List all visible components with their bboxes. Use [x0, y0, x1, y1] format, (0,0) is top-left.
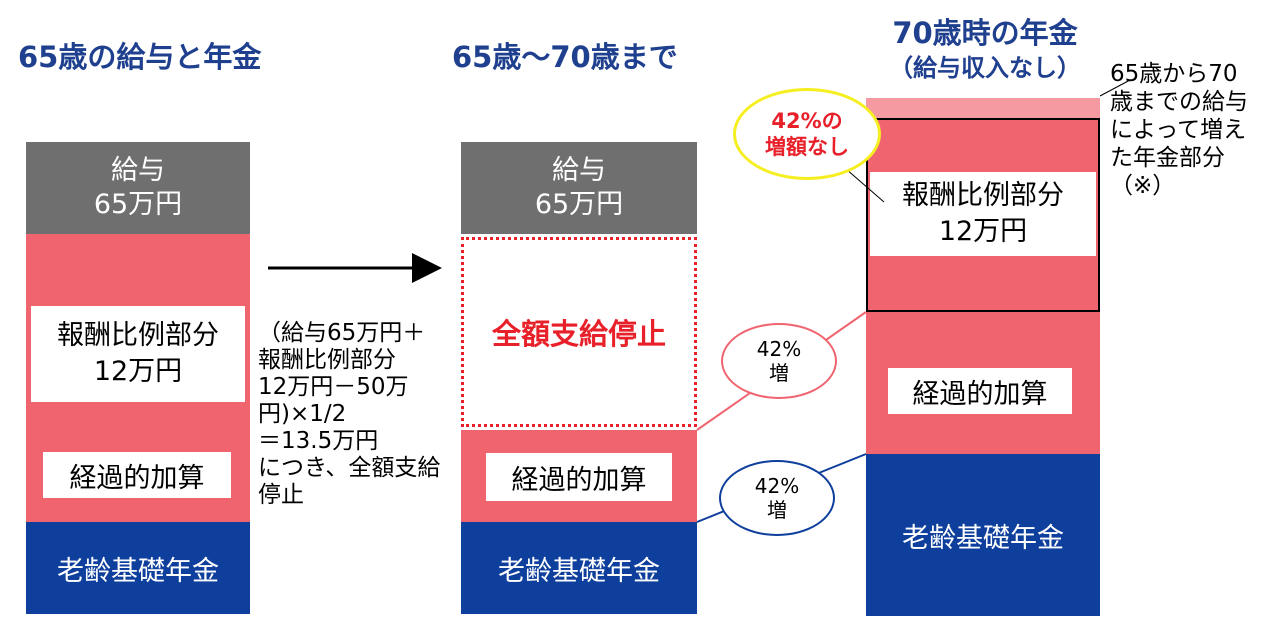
- col3-remuneration-box: 報酬比例部分 12万円: [870, 172, 1096, 256]
- col2-stopped-box: 全額支給停止: [461, 237, 697, 427]
- col1-transitional-box: 経過的加算: [43, 452, 231, 498]
- col1-remuneration-box: 報酬比例部分 12万円: [31, 306, 245, 402]
- bubble-increase-lower-pct: 42%: [754, 474, 800, 498]
- bubble-increase-upper-text: 増: [769, 361, 789, 385]
- bubble-increase-upper-pct: 42%: [756, 337, 802, 361]
- bubble-increase-lower-text: 増: [767, 498, 787, 522]
- col1-salary-amount: 65万円: [93, 189, 183, 220]
- col1-salary-block: 給与 65万円: [26, 142, 250, 234]
- bubble-increase-upper: 42% 増: [721, 323, 837, 399]
- side-note: 65歳から70 歳までの給与 によって増え た年金部分 （※）: [1110, 61, 1248, 199]
- col3-basic-pension: 老齢基礎年金: [866, 454, 1100, 616]
- col1-remuneration-label: 報酬比例部分: [57, 320, 219, 351]
- col1-basic-pension: 老齢基礎年金: [26, 522, 250, 614]
- callout-no-increase-text: 増額なし: [765, 135, 849, 159]
- callout-no-increase: 42%の 増額なし: [733, 88, 881, 180]
- col2-basic-pension: 老齢基礎年金: [461, 522, 697, 614]
- col1-remuneration-amount: 12万円: [93, 356, 183, 387]
- heading-col2: 65歳～70歳まで: [452, 40, 678, 74]
- callout-no-increase-pct: 42%の: [771, 109, 843, 133]
- col2-salary-amount: 65万円: [534, 189, 624, 220]
- col2-transitional-box: 経過的加算: [486, 453, 672, 501]
- col3-increase-band: [866, 98, 1100, 118]
- heading-col3: 70歳時の年金: [892, 16, 1078, 50]
- line-side-note: [1099, 79, 1131, 97]
- col2-salary-block: 給与 65万円: [461, 142, 697, 234]
- heading-col1: 65歳の給与と年金: [18, 40, 262, 74]
- col2-salary-label: 給与: [552, 155, 606, 186]
- col3-transitional-box: 経過的加算: [888, 368, 1072, 414]
- col1-salary-label: 給与: [111, 155, 165, 186]
- heading-col3-sub: （給与収入なし）: [889, 54, 1081, 82]
- col3-remuneration-amount: 12万円: [938, 216, 1028, 247]
- col3-remuneration-label: 報酬比例部分: [902, 180, 1064, 211]
- bubble-increase-lower: 42% 増: [719, 460, 835, 536]
- calculation-note: （給与65万円＋ 報酬比例部分 12万円－50万 円)×1/2 ＝13.5万円 …: [258, 320, 441, 508]
